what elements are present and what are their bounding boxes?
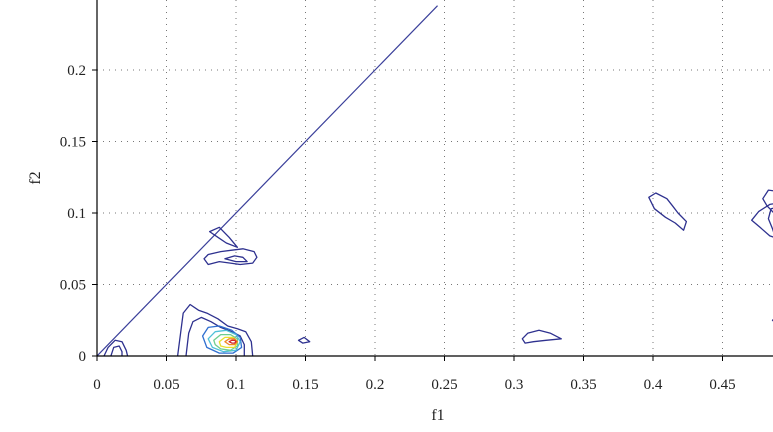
x-tick-label: 0.3 xyxy=(505,377,524,393)
contour-line xyxy=(648,192,688,231)
y-tick-label: 0.15 xyxy=(60,135,86,151)
axis-ticks: 0 0.05 0.1 0.15 0.2 0.25 0.3 0.35 0.4 0.45 0 0.05 0.… xyxy=(60,63,736,393)
contour-line xyxy=(203,248,258,266)
diagonal-reference-line xyxy=(97,5,438,356)
y-axis-title: f2 xyxy=(27,171,44,184)
contour-line xyxy=(208,226,239,248)
contour-line xyxy=(228,339,237,344)
contour-line xyxy=(103,339,129,356)
contour-line xyxy=(224,338,239,346)
x-tick-label: 0.25 xyxy=(431,377,457,393)
grid-lines xyxy=(97,0,773,356)
x-tick-label: 0.15 xyxy=(292,377,318,393)
contour-line xyxy=(521,329,562,344)
x-tick-label: 0.4 xyxy=(644,377,663,393)
contour-line xyxy=(767,207,773,233)
x-tick-label: 0.1 xyxy=(227,377,246,393)
contour-line xyxy=(176,303,254,356)
y-tick-label: 0.1 xyxy=(67,206,86,222)
x-tick-label: 0.2 xyxy=(366,377,385,393)
contour-line xyxy=(110,345,123,356)
contour-line xyxy=(185,316,245,356)
x-tick-label: 0 xyxy=(93,377,101,393)
x-axis-title: f1 xyxy=(431,407,444,424)
axes xyxy=(96,0,773,357)
contour-line xyxy=(297,336,311,344)
x-tick-label: 0.45 xyxy=(709,377,735,393)
contour-lines xyxy=(97,5,773,356)
y-tick-label: 0.2 xyxy=(67,63,86,79)
contour-line xyxy=(207,329,241,353)
x-tick-label: 0.05 xyxy=(153,377,179,393)
x-tick-label: 0.35 xyxy=(570,377,596,393)
contour-line xyxy=(201,325,243,354)
contour-line xyxy=(213,333,239,351)
y-tick-label: 0 xyxy=(79,349,87,365)
y-tick-label: 0.05 xyxy=(60,278,86,294)
contour-line xyxy=(762,189,773,214)
contour-line xyxy=(218,336,239,349)
contour-line xyxy=(224,255,248,263)
contour-line xyxy=(751,203,773,238)
